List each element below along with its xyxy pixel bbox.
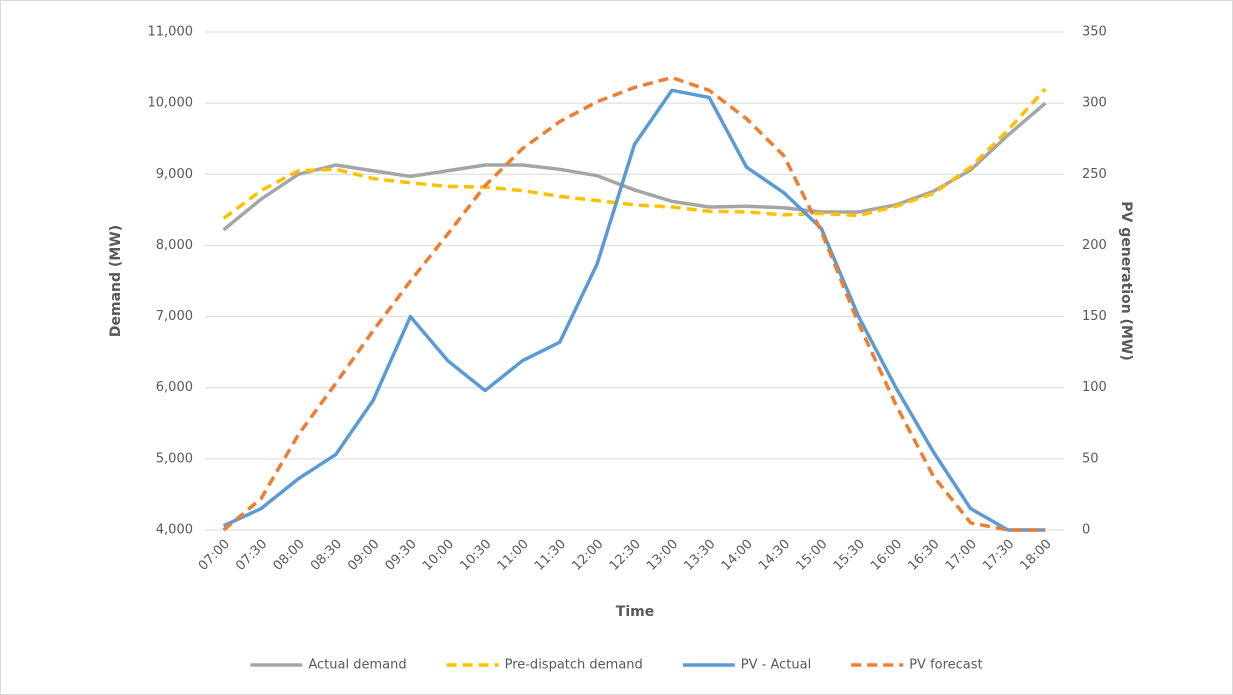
legend-label: Actual demand xyxy=(308,658,406,673)
series-line xyxy=(222,75,1046,532)
y-tick-label: 6,000 xyxy=(156,380,193,395)
y2-axis-title: PV generation (MW) xyxy=(1118,201,1134,360)
y2-tick-label: 200 xyxy=(1082,238,1107,253)
legend-label: Pre-dispatch demand xyxy=(505,658,643,673)
y2-tick-label: 300 xyxy=(1082,96,1107,111)
y-axis-title: Demand (MW) xyxy=(108,225,124,337)
y-tick-label: 9,000 xyxy=(156,167,193,182)
x-axis-title: Time xyxy=(616,604,654,620)
y2-tick-label: 150 xyxy=(1082,309,1107,324)
series-line xyxy=(222,88,1046,532)
y-tick-label: 11,000 xyxy=(148,25,194,40)
y2-tick-label: 50 xyxy=(1082,451,1099,466)
y-tick-label: 10,000 xyxy=(148,96,194,111)
y2-tick-label: 250 xyxy=(1082,167,1107,182)
y-tick-label: 7,000 xyxy=(156,309,193,324)
y-tick-label: 4,000 xyxy=(156,523,193,538)
y2-tick-label: 100 xyxy=(1082,380,1107,395)
y-tick-label: 8,000 xyxy=(156,238,193,253)
y2-tick-label: 350 xyxy=(1082,25,1107,40)
y2-tick-label: 0 xyxy=(1082,523,1090,538)
y-tick-label: 5,000 xyxy=(156,451,193,466)
series-line xyxy=(222,87,1047,220)
legend-label: PV forecast xyxy=(909,658,982,673)
legend-label: PV - Actual xyxy=(741,658,811,673)
